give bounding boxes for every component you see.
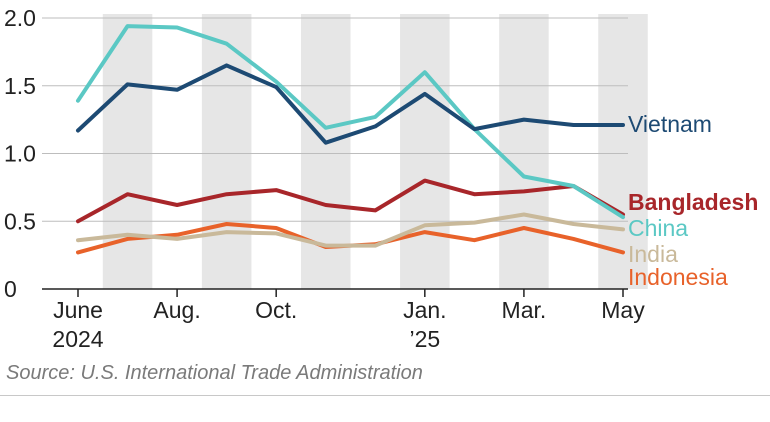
- series-label-vietnam: Vietnam: [628, 111, 712, 137]
- series-label-indonesia: Indonesia: [628, 264, 728, 290]
- source-note: Source: U.S. International Trade Adminis…: [6, 362, 423, 384]
- x-tick-label: ’25: [409, 326, 440, 352]
- y-axis-ticks: 0 0.5 1.0 1.5 2.0: [4, 5, 36, 302]
- series-line-bangladesh: [76, 178, 625, 224]
- grid-lines: [42, 17, 628, 290]
- divider: [0, 395, 770, 396]
- series-label-bangladesh: Bangladesh: [628, 189, 758, 215]
- shaded-band: [499, 14, 549, 289]
- y-tick-label: 0: [4, 276, 17, 302]
- x-tick-label: Oct.: [255, 297, 297, 323]
- series-label-china: China: [628, 215, 688, 241]
- y-tick-label: 2.0: [4, 5, 36, 31]
- y-tick-label: 0.5: [4, 208, 36, 234]
- x-tick-label: June: [53, 297, 103, 323]
- shaded-band: [400, 14, 450, 289]
- shaded-band: [598, 14, 648, 289]
- series-label-india: India: [628, 241, 678, 267]
- x-axis-ticks: June 2024 Aug. Oct. Jan. ’25 Mar. May: [52, 289, 645, 352]
- x-tick-label: Jan.: [403, 297, 446, 323]
- shaded-bands: [102, 14, 648, 289]
- x-tick-label: 2024: [52, 326, 103, 352]
- series-lines: [76, 24, 625, 255]
- y-tick-label: 1.0: [4, 141, 36, 167]
- series-line-china: [76, 24, 625, 220]
- x-tick-label: May: [601, 297, 645, 323]
- shaded-band: [201, 14, 252, 289]
- x-tick-label: Mar.: [502, 297, 547, 323]
- x-tick-label: Aug.: [153, 297, 200, 323]
- y-tick-label: 1.5: [4, 73, 36, 99]
- series-line-vietnam: [76, 63, 625, 145]
- line-chart: 0 0.5 1.0 1.5 2.0 June 2024 Aug. Oct. Jan. ’25 Mar…: [4, 5, 758, 352]
- series-line-india: [76, 212, 625, 248]
